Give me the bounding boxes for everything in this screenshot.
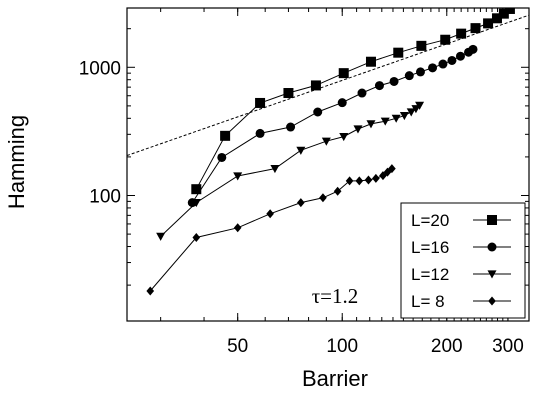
data-point xyxy=(337,98,347,108)
data-point xyxy=(217,152,227,162)
data-point xyxy=(483,18,494,29)
data-point xyxy=(283,88,294,99)
x-tick-label: 100 xyxy=(326,336,358,357)
series-3 xyxy=(156,101,425,241)
data-point xyxy=(470,23,481,34)
plot-area: 50 100 200 300 100 1000 xyxy=(79,7,530,357)
data-point xyxy=(255,97,266,108)
data-point xyxy=(428,63,438,73)
series-1 xyxy=(191,8,515,195)
data-point xyxy=(391,114,401,123)
data-point xyxy=(192,233,201,243)
data-point xyxy=(220,130,231,141)
data-point xyxy=(146,286,155,296)
data-point xyxy=(355,176,364,186)
data-point xyxy=(357,88,367,98)
data-point xyxy=(353,125,363,134)
data-point xyxy=(333,186,342,196)
data-point xyxy=(404,71,414,81)
series-2 xyxy=(187,44,478,208)
data-point xyxy=(380,117,390,126)
data-point xyxy=(455,51,465,61)
data-point xyxy=(266,209,274,219)
legend-marker xyxy=(488,296,496,306)
data-point xyxy=(338,68,349,79)
legend-marker xyxy=(487,270,497,279)
plot-frame xyxy=(126,7,530,322)
data-point xyxy=(296,146,306,155)
x-tick-label: 50 xyxy=(227,336,248,357)
y-axis-label: Hamming xyxy=(4,115,29,209)
data-point xyxy=(191,184,202,195)
data-point xyxy=(415,101,425,110)
data-point xyxy=(321,137,331,146)
data-point xyxy=(319,193,327,203)
data-point xyxy=(447,55,457,65)
legend-marker xyxy=(487,242,497,252)
data-point xyxy=(440,34,451,45)
data-point xyxy=(310,80,321,91)
data-point xyxy=(255,128,265,138)
data-point xyxy=(393,47,404,58)
y-tick-label: 1000 xyxy=(79,58,121,79)
data-point xyxy=(286,122,296,132)
data-point xyxy=(156,232,166,241)
data-point xyxy=(389,76,399,86)
data-point xyxy=(297,198,305,208)
data-point xyxy=(399,111,409,121)
legend: L=20 L=16 L=12 L= 8 xyxy=(400,202,526,319)
series-line xyxy=(191,48,474,203)
x-tick-label: 200 xyxy=(431,336,463,357)
data-point xyxy=(438,59,448,69)
reference-dashed-line xyxy=(127,14,529,157)
data-point xyxy=(339,133,349,142)
data-point xyxy=(365,56,376,67)
legend-label: L= 8 xyxy=(411,292,445,311)
tau-annotation: τ=1.2 xyxy=(312,284,359,308)
legend-label: L=20 xyxy=(411,211,449,230)
data-point xyxy=(233,223,242,233)
data-point xyxy=(504,8,515,14)
data-point xyxy=(415,67,425,77)
legend-marker xyxy=(487,215,497,225)
legend-label: L=16 xyxy=(411,238,449,257)
series-line xyxy=(149,168,393,292)
data-point xyxy=(313,107,323,117)
data-point xyxy=(270,165,280,174)
data-point xyxy=(456,28,467,39)
data-point xyxy=(498,8,509,19)
data-point xyxy=(366,120,376,129)
data-point xyxy=(345,176,354,186)
data-point xyxy=(491,13,502,24)
data-point xyxy=(416,40,427,51)
data-point xyxy=(191,199,201,208)
series-4 xyxy=(146,164,396,296)
data-point xyxy=(233,172,243,181)
legend-label: L=12 xyxy=(411,265,449,284)
x-axis-label: Barrier xyxy=(302,366,368,391)
data-point xyxy=(372,173,380,183)
data-point xyxy=(364,175,373,185)
data-point xyxy=(406,108,416,117)
data-point xyxy=(468,44,478,54)
y-tick-label: 100 xyxy=(89,187,121,208)
legend-box xyxy=(400,202,526,319)
data-point xyxy=(388,164,396,174)
data-point xyxy=(374,81,384,91)
x-tick-label: 300 xyxy=(492,336,524,357)
